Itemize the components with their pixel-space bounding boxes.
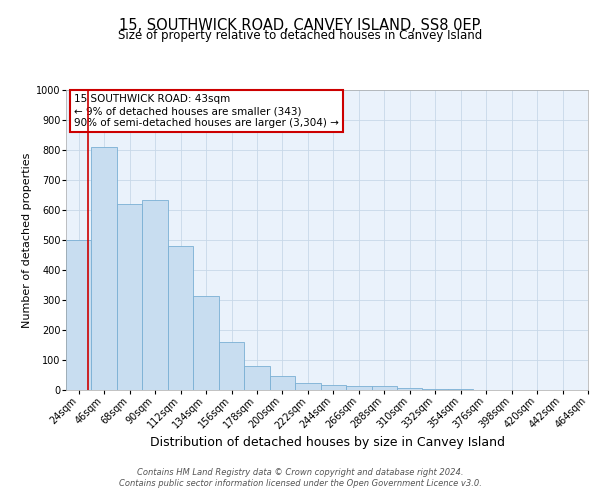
Bar — [244, 366, 270, 390]
X-axis label: Distribution of detached houses by size in Canvey Island: Distribution of detached houses by size … — [149, 436, 505, 449]
Text: 15, SOUTHWICK ROAD, CANVEY ISLAND, SS8 0EP: 15, SOUTHWICK ROAD, CANVEY ISLAND, SS8 0… — [119, 18, 481, 32]
Bar — [320, 384, 346, 390]
Bar — [193, 296, 219, 390]
Bar — [142, 200, 168, 390]
Bar — [91, 147, 117, 390]
Bar — [397, 388, 422, 390]
Text: Contains HM Land Registry data © Crown copyright and database right 2024.
Contai: Contains HM Land Registry data © Crown c… — [119, 468, 481, 487]
Bar — [219, 342, 244, 390]
Bar — [295, 382, 320, 390]
Bar — [270, 376, 295, 390]
Text: 15 SOUTHWICK ROAD: 43sqm
← 9% of detached houses are smaller (343)
90% of semi-d: 15 SOUTHWICK ROAD: 43sqm ← 9% of detache… — [74, 94, 339, 128]
Bar — [168, 246, 193, 390]
Text: Size of property relative to detached houses in Canvey Island: Size of property relative to detached ho… — [118, 29, 482, 42]
Y-axis label: Number of detached properties: Number of detached properties — [22, 152, 32, 328]
Bar — [371, 386, 397, 390]
Bar — [117, 204, 142, 390]
Bar — [66, 240, 91, 390]
Bar — [346, 386, 371, 390]
